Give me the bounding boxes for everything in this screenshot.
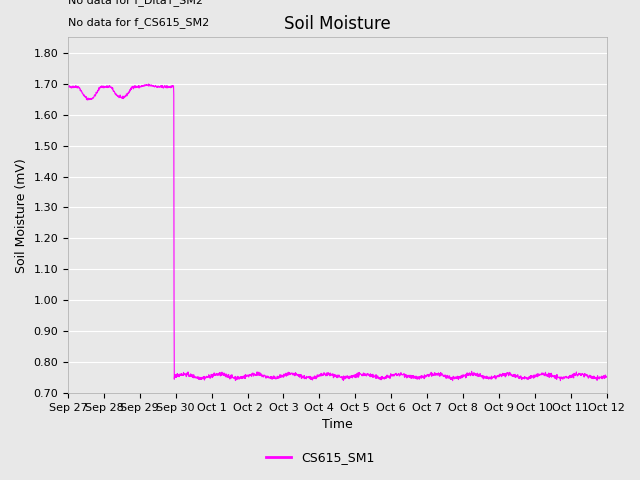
Title: Soil Moisture: Soil Moisture	[284, 15, 390, 33]
Legend: CS615_SM1: CS615_SM1	[261, 446, 379, 469]
Text: No data for f_DltaT_SM2: No data for f_DltaT_SM2	[68, 0, 203, 6]
Text: No data for f_CS615_SM2: No data for f_CS615_SM2	[68, 17, 209, 28]
X-axis label: Time: Time	[322, 419, 353, 432]
Y-axis label: Soil Moisture (mV): Soil Moisture (mV)	[15, 158, 28, 273]
